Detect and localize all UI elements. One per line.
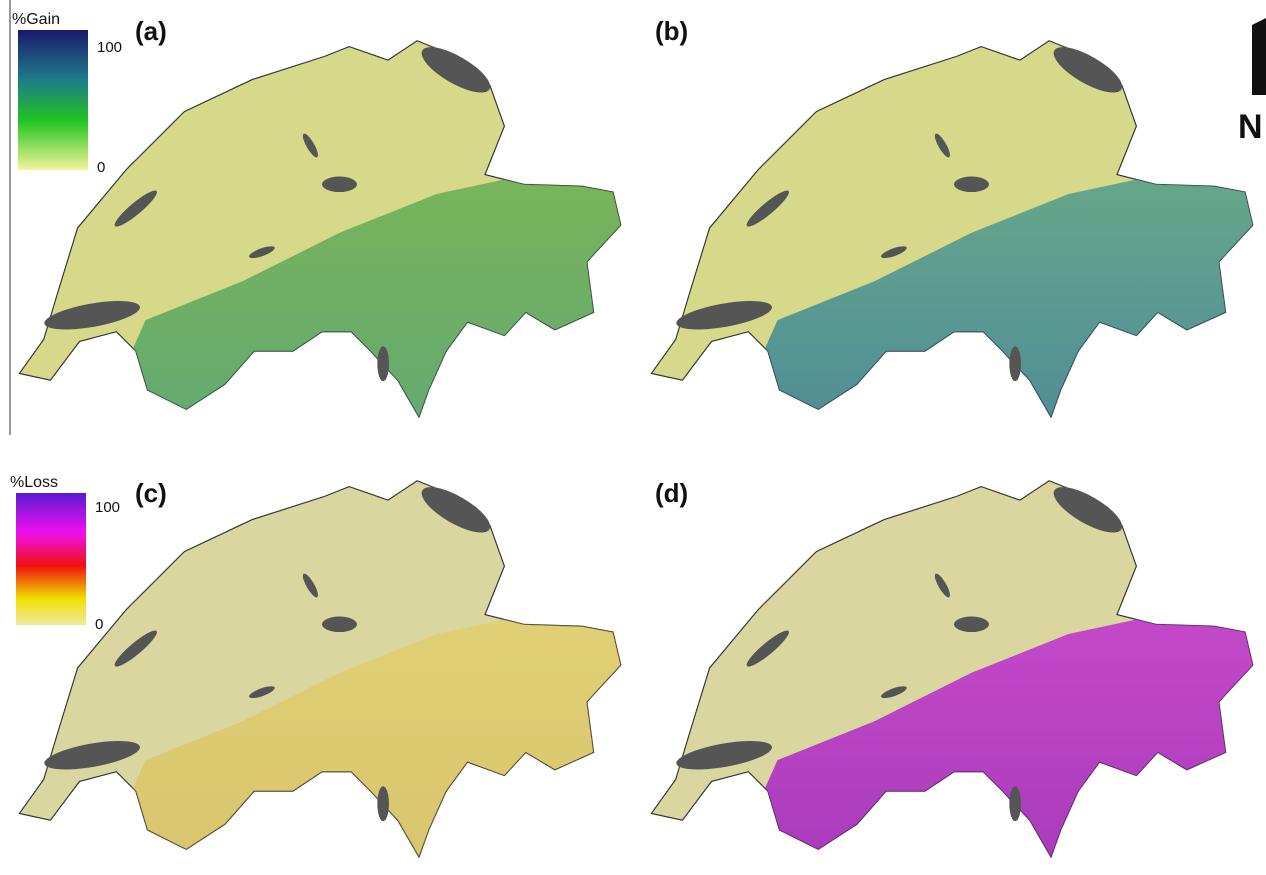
panel-label: (c) — [135, 478, 167, 508]
figure: (a) (b) (c) (d) %Gain 100 0 %Loss 100 0 … — [0, 0, 1266, 875]
map-a — [19, 39, 630, 427]
north-label: N — [1238, 108, 1263, 146]
panel-label: (d) — [655, 478, 688, 508]
legend-title: %Loss — [10, 474, 58, 491]
legend-gain: %Gain 100 0 — [12, 11, 122, 176]
legend-title: %Gain — [12, 11, 60, 28]
legend-tick: 100 — [97, 39, 122, 56]
panel-label: (a) — [135, 16, 167, 46]
map-d — [651, 479, 1262, 867]
legend-tick: 100 — [95, 499, 120, 516]
legend-loss: %Loss 100 0 — [10, 474, 120, 633]
legend-tick: 0 — [97, 159, 105, 176]
map-b — [651, 39, 1262, 427]
color-ramp — [16, 493, 86, 625]
north-arrow: N — [1238, 18, 1266, 146]
map-c — [19, 479, 630, 867]
color-ramp — [18, 30, 88, 170]
panel-label: (b) — [655, 16, 688, 46]
legend-tick: 0 — [95, 616, 103, 633]
